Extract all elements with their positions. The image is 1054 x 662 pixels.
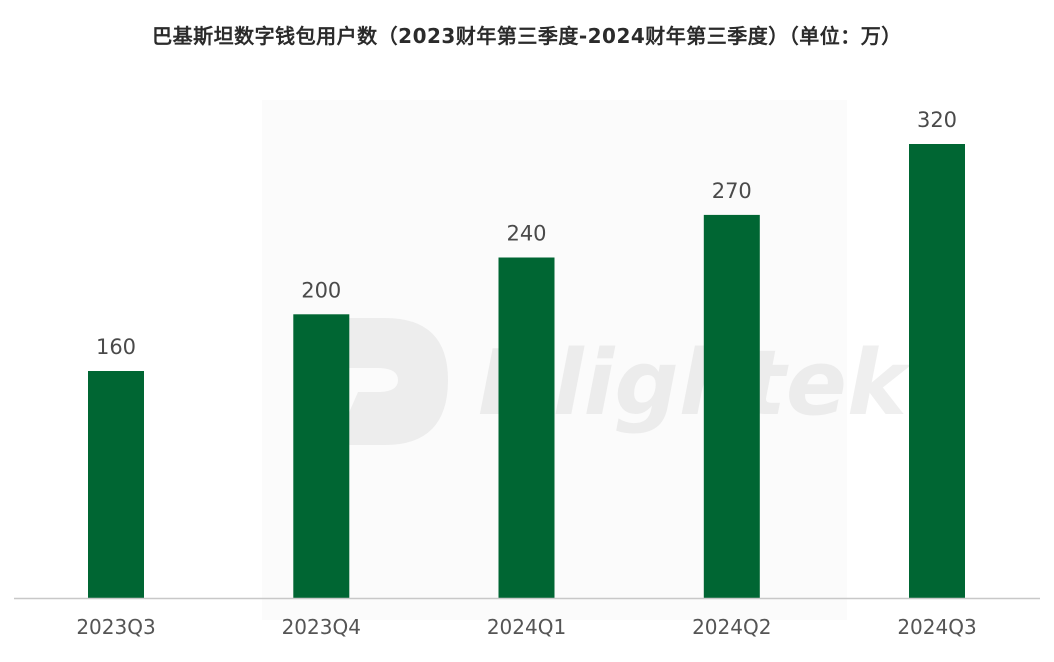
x-tick-label-2024Q2: 2024Q2: [692, 615, 771, 639]
x-tick-labels-group: 2023Q3 2023Q4 2024Q1 2024Q2 2024Q3: [76, 615, 976, 639]
x-tick-label-2024Q1: 2024Q1: [487, 615, 566, 639]
watermark: Dlightek: [262, 100, 912, 620]
x-tick-label-2023Q3: 2023Q3: [76, 615, 155, 639]
watermark-logo-icon: [320, 318, 448, 445]
x-tick-label-2024Q3: 2024Q3: [897, 615, 976, 639]
bar-2023Q3: [88, 371, 144, 598]
bar-2023Q4: [293, 314, 350, 599]
value-labels-group: 160 200 240 270 320: [96, 108, 957, 359]
bar-2024Q3: [909, 144, 965, 598]
chart-title: 巴基斯坦数字钱包用户数（2023财年第三季度-2024财年第三季度）（单位：万）: [152, 24, 902, 48]
value-label-2024Q1: 240: [506, 222, 546, 246]
x-tick-label-2023Q4: 2023Q4: [282, 615, 361, 639]
bars-group: [88, 144, 965, 599]
value-label-2024Q3: 320: [917, 108, 957, 132]
value-label-2023Q4: 200: [301, 278, 341, 302]
value-label-2024Q2: 270: [712, 179, 752, 203]
bar-2024Q2: [703, 214, 760, 598]
value-label-2023Q3: 160: [96, 335, 136, 359]
bar-2024Q1: [498, 257, 555, 598]
